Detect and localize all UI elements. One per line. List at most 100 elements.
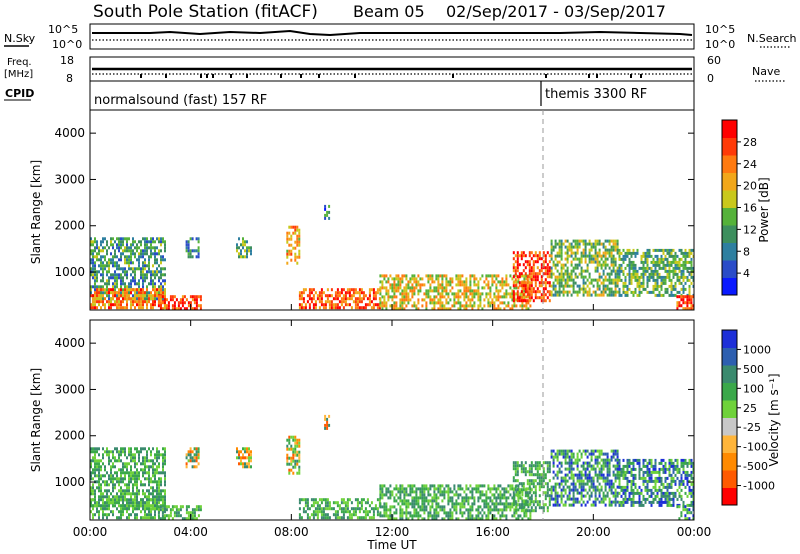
echo-cell (191, 459, 194, 463)
echo-cell (465, 277, 468, 281)
echo-cell (544, 293, 547, 297)
echo-cell (427, 277, 430, 281)
echo-cell (554, 491, 557, 495)
echo-cell (164, 480, 166, 484)
echo-cell (568, 449, 571, 453)
echo-cell (481, 514, 484, 518)
echo-cell (177, 304, 180, 308)
echo-cell (154, 291, 156, 295)
echo-cell (128, 282, 130, 286)
echo-cell (517, 484, 520, 488)
echo-cell (290, 243, 293, 247)
echo-cell (370, 306, 373, 310)
echo-cell (666, 290, 669, 294)
echo-cell (350, 294, 353, 298)
echo-cell (411, 505, 414, 509)
echo-cell (159, 508, 162, 512)
echo-cell (467, 487, 470, 491)
echo-cell (350, 516, 353, 520)
echo-cell (142, 285, 144, 289)
echo-cell (312, 498, 315, 502)
echo-cell (372, 510, 375, 514)
echo-cell (582, 284, 585, 288)
echo-cell (455, 499, 458, 503)
echo-cell (524, 500, 527, 504)
echo-cell (298, 516, 301, 520)
echo-cell (524, 473, 527, 477)
echo-cell (584, 287, 587, 291)
echo-cell (195, 249, 198, 253)
echo-cell (515, 490, 518, 494)
echo-cell (616, 452, 619, 456)
echo-cell (114, 447, 116, 451)
echo-cell (606, 284, 609, 288)
echo-cell (238, 252, 240, 256)
echo-cell (614, 476, 617, 480)
echo-cell (322, 507, 325, 511)
echo-cell (96, 462, 98, 466)
echo-cell (360, 507, 363, 511)
echo-cell (501, 487, 504, 491)
echo-cell (558, 260, 561, 264)
echo-cell (110, 477, 112, 481)
echo-cell (144, 261, 146, 265)
echo-cell (455, 490, 458, 494)
echo-cell (606, 293, 609, 297)
echo-cell (164, 306, 166, 310)
echo-cell (560, 245, 563, 249)
echo-cell (664, 290, 667, 294)
echo-cell (120, 285, 122, 289)
echo-cell (568, 242, 571, 246)
echo-cell (495, 295, 498, 299)
echo-cell (150, 273, 152, 277)
echo-cell (536, 464, 539, 468)
echo-cell (522, 284, 525, 288)
echo-cell (501, 508, 504, 512)
echo-cell (124, 288, 126, 292)
echo-cell (487, 517, 490, 521)
echo-cell (509, 286, 512, 290)
echo-cell (134, 471, 136, 475)
echo-cell (162, 273, 164, 277)
echo-cell (124, 237, 126, 241)
echo-cell (522, 467, 525, 471)
echo-cell (385, 511, 388, 515)
echo-cell (449, 496, 452, 500)
echo-cell (158, 492, 160, 496)
echo-cell (395, 286, 398, 290)
echo-cell (112, 258, 114, 262)
echo-cell (401, 484, 404, 488)
echo-cell (128, 237, 130, 241)
echo-cell (445, 490, 448, 494)
echo-cell (158, 279, 160, 283)
echo-cell (534, 473, 537, 477)
echo-cell (292, 453, 295, 457)
echo-cell (457, 295, 460, 299)
echo-cell (459, 289, 462, 293)
echo-cell (548, 494, 551, 498)
echo-cell (164, 456, 166, 460)
echo-cell (120, 447, 122, 451)
echo-cell (106, 243, 108, 247)
echo-cell (405, 274, 408, 278)
echo-cell (570, 503, 573, 507)
echo-cell (516, 470, 519, 474)
echo-cell (461, 499, 464, 503)
echo-cell (447, 511, 450, 515)
echo-cell (126, 300, 128, 304)
echo-cell (405, 508, 408, 512)
echo-cell (473, 301, 476, 305)
echo-cell (612, 449, 615, 453)
echo-cell (163, 298, 166, 302)
echo-cell (489, 490, 492, 494)
echo-cell (116, 303, 118, 307)
echo-cell (179, 505, 182, 509)
echo-cell (491, 508, 494, 512)
echo-cell (598, 260, 601, 264)
echo-cell (354, 498, 357, 502)
echo-cell (505, 508, 508, 512)
echo-cell (646, 257, 649, 261)
echo-cell (529, 499, 532, 503)
echo-cell (602, 491, 605, 495)
echo-cell (126, 465, 128, 469)
